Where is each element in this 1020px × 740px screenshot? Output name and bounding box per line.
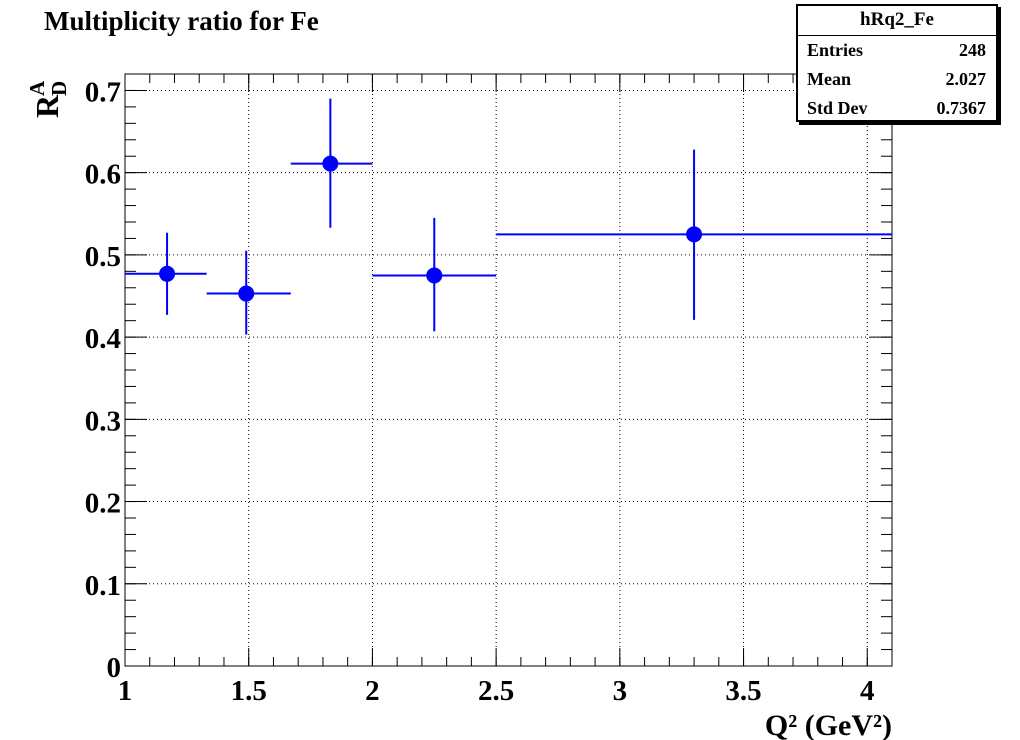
x-tick-label: 2.5 <box>478 675 514 707</box>
x-tick-label: 1 <box>118 675 133 707</box>
axis-titles: Q² (GeV²) RAD <box>25 80 892 740</box>
x-tick-label: 2 <box>365 675 380 707</box>
data-marker <box>686 226 703 243</box>
data-point <box>372 217 497 332</box>
stats-row-entries: Entries 248 <box>798 36 996 65</box>
data-marker <box>238 285 255 302</box>
x-tick-label: 3.5 <box>725 675 761 707</box>
y-tick-label: 0.1 <box>85 570 121 602</box>
y-tick-label: 0.7 <box>85 76 121 108</box>
grid <box>125 74 892 666</box>
x-tick-label: 4 <box>860 675 875 707</box>
y-tick-label: 0.5 <box>85 241 121 273</box>
data-point <box>290 98 373 228</box>
stats-value: 0.7367 <box>936 98 987 118</box>
stats-label: Std Dev <box>807 98 868 118</box>
chart-title: Multiplicity ratio for Fe <box>44 6 319 36</box>
data-marker <box>159 265 176 282</box>
stats-label: Entries <box>807 40 863 60</box>
stats-value: 2.027 <box>945 69 987 89</box>
axis-ticks <box>124 73 893 667</box>
y-axis-title-superscript: A <box>25 80 49 96</box>
data-point <box>125 232 207 315</box>
stats-row-mean: Mean 2.027 <box>798 65 996 94</box>
data-series <box>125 98 892 335</box>
data-marker <box>322 155 339 172</box>
data-point <box>206 250 291 335</box>
x-tick-label: 1.5 <box>231 675 267 707</box>
plot-frame <box>124 73 893 667</box>
y-tick-label: 0.4 <box>85 323 121 355</box>
stats-label: Mean <box>807 69 851 89</box>
tick-labels: 1 1.5 2 2.5 3 3.5 4 0 0.1 0.2 0.3 0.4 0.5 0.6 0.7 <box>85 76 875 707</box>
y-axis-title: RAD <box>25 80 71 118</box>
x-tick-label: 3 <box>613 675 628 707</box>
y-axis-title-subscript: D <box>47 81 71 96</box>
y-axis-title-base: R <box>29 94 65 118</box>
y-tick-label: 0.3 <box>85 405 121 437</box>
y-tick-label: 0 <box>107 652 122 684</box>
stats-row-stddev: Std Dev 0.7367 <box>798 94 996 123</box>
stats-box-title: hRq2_Fe <box>798 6 996 36</box>
x-axis-title: Q² (GeV²) <box>765 709 892 740</box>
data-point <box>496 149 892 320</box>
y-tick-label: 0.2 <box>85 488 121 520</box>
stats-box: hRq2_Fe Entries 248 Mean 2.027 Std Dev 0… <box>796 4 998 122</box>
data-marker <box>426 267 443 284</box>
stats-value: 248 <box>959 40 986 60</box>
y-tick-label: 0.6 <box>85 159 121 191</box>
